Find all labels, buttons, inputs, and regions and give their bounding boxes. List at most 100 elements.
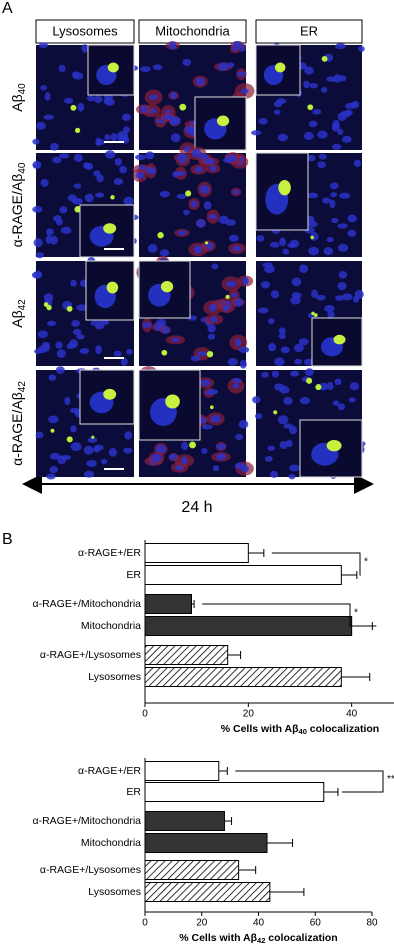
nucleus (298, 338, 309, 346)
nucleus (334, 378, 342, 386)
nucleus (353, 159, 361, 168)
category-label: Lysosomes (88, 671, 141, 683)
nucleus (31, 271, 43, 279)
nucleus (208, 303, 217, 312)
category-label: α-RAGE+/Mitochondria (33, 815, 142, 827)
category-label: α-RAGE+/Lysosomes (40, 649, 141, 661)
nucleus (43, 114, 55, 120)
signal (189, 441, 196, 449)
nucleus (35, 252, 44, 259)
nucleus (334, 295, 344, 301)
signal (74, 127, 81, 134)
nucleus (48, 415, 59, 424)
nucleus (172, 171, 179, 178)
nucleus (241, 276, 249, 286)
inset-signal (326, 439, 342, 452)
nucleus (260, 281, 271, 289)
nucleus (183, 209, 190, 216)
inset (138, 369, 201, 441)
nucleus (348, 397, 356, 403)
inset-signal (333, 334, 346, 345)
nucleus (46, 320, 56, 326)
signal (315, 384, 322, 391)
x-axis-label-part: % Cells with Aβ (179, 932, 257, 944)
signal (225, 294, 230, 300)
nucleus (113, 350, 122, 357)
x-axis-label-part: colocalization (307, 723, 379, 735)
nucleus (345, 102, 356, 109)
nucleus (308, 120, 318, 128)
nucleus (250, 130, 262, 136)
nucleus (270, 290, 280, 299)
nucleus (86, 95, 95, 102)
signal (321, 55, 328, 62)
nucleus (331, 217, 339, 224)
nucleus (337, 129, 344, 135)
nucleus (282, 248, 290, 255)
nucleus (169, 41, 177, 50)
nucleus (262, 262, 273, 268)
signal (179, 103, 187, 111)
inset-signal (103, 223, 117, 234)
nucleus (121, 113, 132, 121)
nucleus (352, 295, 359, 303)
nucleus (66, 343, 76, 350)
nucleus (326, 237, 334, 243)
nucleus (123, 196, 134, 206)
category-label: ER (126, 786, 141, 798)
nucleus (37, 330, 48, 339)
nucleus (94, 192, 105, 198)
micrograph (138, 366, 254, 477)
inset-signal (106, 281, 119, 294)
significance-bracket (202, 603, 377, 627)
nucleus (279, 237, 287, 247)
nucleus (232, 189, 240, 195)
micrograph (135, 40, 255, 157)
nucleus (317, 130, 328, 139)
bar (144, 761, 220, 781)
nucleus (283, 396, 293, 405)
row-label-sub: 42 (17, 381, 28, 393)
nucleus (190, 355, 201, 362)
nucleus (240, 88, 249, 94)
nucleus (331, 143, 342, 150)
nucleus (55, 341, 63, 349)
nucleus (104, 150, 116, 159)
nucleus (159, 190, 170, 198)
nucleus (337, 403, 346, 411)
nucleus (149, 94, 158, 101)
nucleus (277, 415, 289, 425)
nucleus (96, 174, 104, 183)
nucleus (55, 366, 65, 374)
nucleus (59, 206, 68, 214)
nucleus (347, 229, 357, 238)
nucleus (142, 322, 152, 329)
nucleus (349, 382, 360, 391)
category-label: Mitochondria (81, 620, 141, 632)
bar (144, 833, 268, 853)
signal (70, 104, 77, 111)
nucleus (159, 249, 170, 257)
row-label-main: α-RAGE/Aβ (9, 174, 25, 248)
signal (204, 241, 209, 245)
nucleus (70, 279, 77, 287)
nucleus (299, 396, 311, 405)
x-axis-label-part: colocalization (265, 932, 337, 944)
nucleus (312, 108, 322, 115)
micrograph (32, 42, 139, 151)
nucleus (113, 178, 124, 186)
nucleus (64, 396, 71, 406)
signal (273, 410, 278, 415)
micrograph (32, 150, 139, 259)
nucleus (125, 348, 133, 355)
nucleus (140, 66, 151, 72)
nucleus (212, 465, 220, 472)
nucleus (316, 294, 326, 301)
bar (144, 667, 342, 687)
nucleus (32, 163, 40, 169)
nucleus (119, 165, 128, 174)
x-tick-label: 20 (243, 709, 255, 720)
nucleus (309, 82, 318, 89)
nucleus (204, 158, 216, 165)
signal (157, 232, 164, 239)
